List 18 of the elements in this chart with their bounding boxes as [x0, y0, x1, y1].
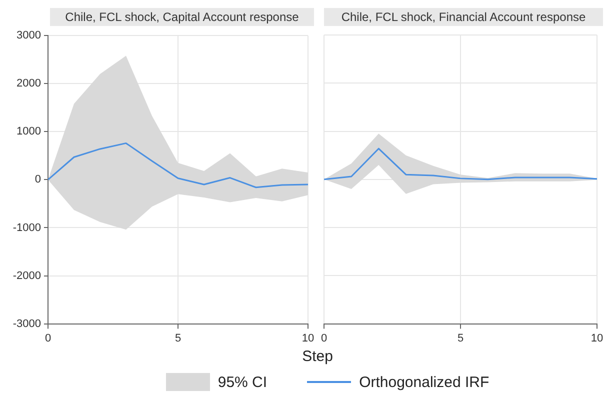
chart-title: Chile, FCL shock, Capital Account response	[50, 8, 314, 26]
y-tick-label: 2000	[16, 78, 41, 90]
x-tick-label: 5	[174, 332, 182, 344]
chart-title: Chile, FCL shock, Financial Account response	[324, 8, 603, 26]
y-tick-label: 1000	[16, 126, 41, 138]
x-axis-title: Step	[301, 348, 334, 365]
x-tick-label: 10	[590, 332, 604, 344]
y-tick-label: 3000	[16, 30, 41, 42]
text: 95% CI	[218, 374, 268, 390]
y-tick-label: -1000	[12, 222, 41, 234]
x-tick-label: 10	[302, 332, 314, 344]
legend-label: Orthogonalized IRF	[359, 374, 490, 390]
y-tick-label: -2000	[12, 270, 41, 282]
y-tick-label: 0	[34, 174, 41, 186]
x-tick-label: 0	[44, 332, 52, 344]
x-tick-label: 0	[320, 332, 328, 344]
x-tick-label: 5	[457, 332, 464, 344]
y-tick-label: -3000	[12, 318, 41, 330]
